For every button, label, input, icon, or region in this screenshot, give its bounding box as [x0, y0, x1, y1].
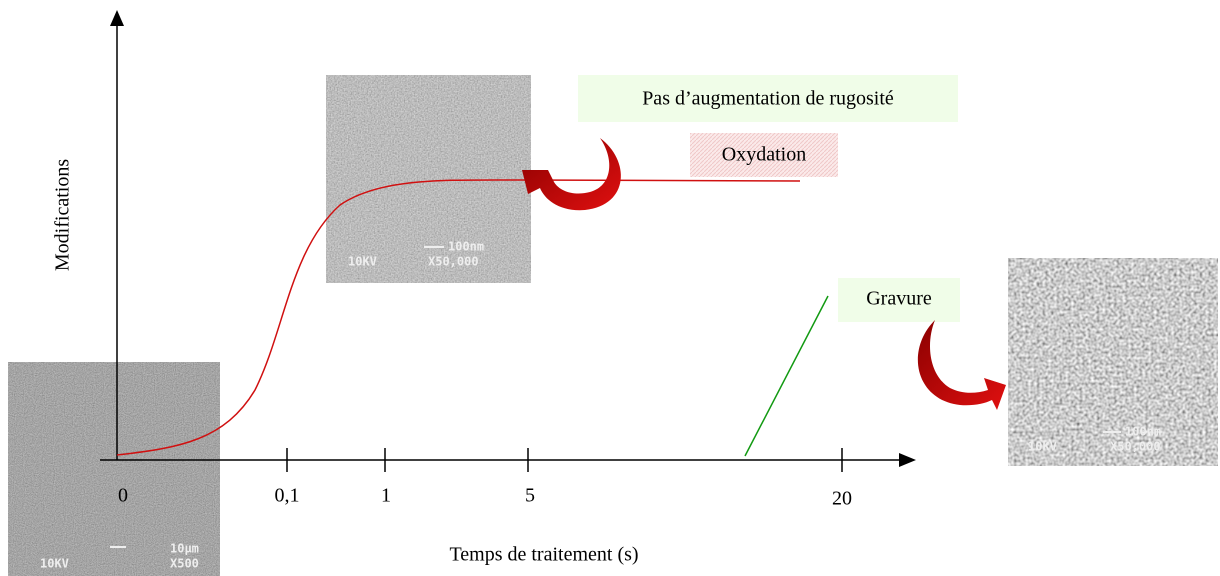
annotation-box [578, 75, 958, 122]
annotation: Pas d’augmentation de rugosité [642, 88, 894, 110]
sem-voltage: 10KV [348, 255, 377, 269]
y-axis-label: Modifications [52, 159, 74, 271]
sem-image: 100nm 10KV X50,000 [326, 75, 531, 283]
annotation-box [690, 133, 838, 177]
curved-arrow [522, 138, 621, 211]
sem-texture [1008, 258, 1218, 466]
x-tick-label: 5 [525, 485, 535, 507]
annotation-box [838, 278, 960, 322]
sem-voltage: 10KV [1028, 440, 1057, 454]
etching-line [744, 295, 829, 457]
sem-texture [326, 75, 531, 283]
sem-scale: 100nm [448, 240, 484, 254]
sem-scale: 100nm [1125, 425, 1161, 439]
x-arrow [899, 453, 916, 467]
x-tick-label: 0,1 [275, 485, 300, 507]
sem-texture [8, 362, 220, 576]
x-axis-label: Temps de traitement (s) [449, 544, 638, 566]
sem-magnification: X500 [170, 557, 199, 571]
sem-image: 10KV 10µm X500 [8, 362, 220, 576]
sem-voltage: 10KV [40, 557, 69, 571]
x-tick-label: 1 [381, 485, 391, 507]
sem-image: 100nm 10KV X50,000 [1008, 258, 1218, 466]
sem-magnification: X50,000 [1110, 440, 1161, 454]
modification-curve [116, 179, 801, 456]
y-arrow [110, 10, 124, 26]
x-tick-label: 0 [118, 485, 128, 507]
curved-arrow [917, 320, 1006, 410]
x-tick-label: 20 [832, 488, 852, 510]
sem-scale: 10µm [170, 542, 199, 556]
annotation: Oxydation [722, 144, 806, 166]
sem-magnification: X50,000 [428, 255, 479, 269]
annotation: Gravure [866, 288, 932, 310]
